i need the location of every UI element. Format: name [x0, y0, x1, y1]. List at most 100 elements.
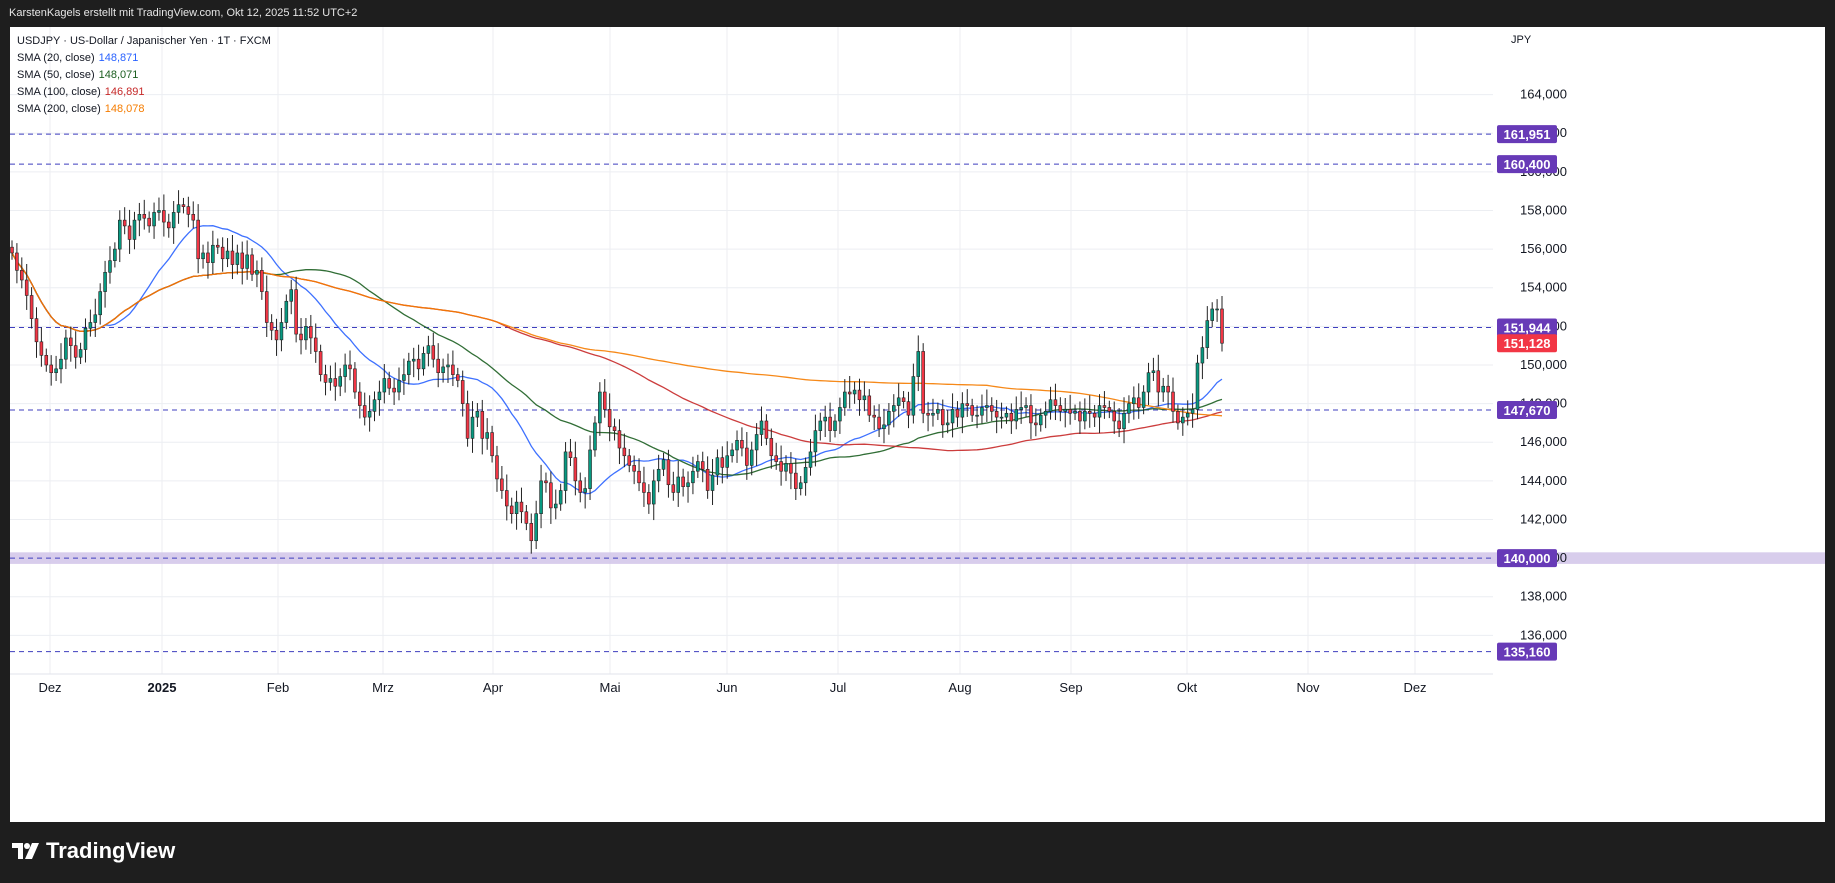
candle-body: [1122, 412, 1126, 430]
candle-body: [794, 472, 798, 489]
level-label: 135,160: [1504, 645, 1551, 660]
x-tick-label: 2025: [148, 680, 177, 695]
candle-body: [637, 470, 641, 484]
candle-body: [798, 482, 803, 489]
candle-body: [1048, 399, 1053, 412]
candle-body: [392, 387, 396, 393]
candle-body: [1200, 347, 1205, 364]
candle-body: [397, 380, 401, 393]
candle-body: [514, 501, 519, 514]
candle-body: [745, 447, 749, 466]
candle-body: [1107, 407, 1112, 412]
candle-body: [593, 422, 597, 451]
candle-body: [813, 430, 818, 453]
candle-body: [225, 250, 230, 260]
candle-body: [318, 351, 323, 375]
candle-body: [1190, 409, 1195, 414]
candle-body: [607, 409, 612, 428]
candle-body: [10, 246, 14, 254]
level-badge: [1497, 155, 1557, 174]
candle-body: [255, 270, 259, 275]
candle-body: [470, 416, 475, 439]
x-tick-label: Dez: [38, 680, 61, 695]
candle-body: [887, 411, 891, 426]
horizontal-levels: [10, 133, 1493, 653]
candle-body: [627, 455, 632, 466]
candle-body: [730, 449, 734, 457]
candle-body: [69, 337, 73, 346]
candle-body: [206, 252, 210, 263]
candle-body: [122, 219, 127, 227]
candle-body: [1009, 412, 1014, 422]
candle-body: [181, 204, 186, 207]
candle-body: [1073, 411, 1077, 414]
candle-body: [152, 212, 156, 227]
candle-body: [176, 204, 181, 213]
candle-body: [720, 457, 725, 468]
candle-body: [612, 426, 617, 431]
candle-body: [622, 447, 627, 457]
candle-body: [1038, 414, 1043, 426]
candle-body: [1014, 409, 1019, 422]
candle-body: [1097, 405, 1102, 418]
candle-body: [235, 252, 240, 265]
level-badge: [1497, 318, 1557, 337]
candle-body: [1092, 412, 1097, 418]
candle-body: [1034, 422, 1038, 426]
level-label: 140,000: [1504, 551, 1551, 566]
x-tick-label: Okt: [1177, 680, 1198, 695]
y-tick-label: 142,000: [1520, 511, 1567, 526]
moving-averages: [11, 225, 1223, 495]
candle-body: [284, 300, 289, 323]
candle-body: [24, 279, 29, 296]
candle-body: [245, 254, 249, 269]
candle-body: [833, 420, 837, 431]
candle-body: [671, 484, 676, 493]
legend-sma-50: SMA (50, close) 148,071: [17, 67, 271, 84]
legend-sma-20-value: 148,871: [98, 52, 139, 64]
candle-body: [803, 467, 808, 484]
tradingview-logo[interactable]: TradingView: [12, 838, 175, 864]
candlesticks: [10, 190, 1224, 554]
y-tick-label: 164,000: [1520, 87, 1567, 102]
candle-body: [539, 480, 543, 514]
candle-body: [617, 430, 622, 449]
candle-body: [647, 492, 651, 505]
candle-body: [892, 405, 896, 412]
candle-body: [862, 395, 867, 401]
candle-body: [64, 337, 68, 360]
candle-body: [1117, 420, 1121, 430]
candle-body: [343, 364, 347, 377]
candle-body: [475, 411, 480, 418]
candle-body: [201, 252, 205, 260]
candle-body: [367, 411, 372, 418]
legend-sma-20: SMA (20, close) 148,871: [17, 50, 271, 67]
price-axis: 164,000162,000160,000158,000156,000154,0…: [1497, 34, 1567, 661]
candle-body: [1210, 308, 1214, 321]
candle-body: [989, 405, 994, 412]
candle-body: [710, 474, 715, 491]
sma-200-line: [11, 252, 1223, 417]
candle-body: [529, 523, 534, 542]
candle-body: [230, 250, 235, 265]
chart-panel[interactable]: 164,000162,000160,000158,000156,000154,0…: [10, 27, 1825, 822]
candle-body: [553, 503, 558, 509]
y-tick-label: 156,000: [1520, 241, 1567, 256]
candle-body: [754, 434, 759, 451]
level-badge: [1497, 400, 1557, 419]
candle-body: [264, 291, 269, 323]
candle-body: [568, 451, 573, 458]
candle-body: [1053, 399, 1058, 406]
candle-body: [715, 457, 720, 476]
tradingview-wordmark: TradingView: [46, 838, 176, 863]
candle-body: [446, 364, 450, 368]
candle-body: [872, 414, 876, 418]
candle-body: [534, 513, 538, 542]
candle-body: [240, 252, 245, 269]
candle-body: [451, 364, 455, 375]
legend-sma-200: SMA (200, close) 148,078: [17, 101, 271, 118]
candle-body: [588, 449, 592, 489]
candle-body: [1161, 385, 1165, 393]
grid: [10, 27, 1493, 674]
price-chart[interactable]: 164,000162,000160,000158,000156,000154,0…: [10, 27, 1825, 822]
